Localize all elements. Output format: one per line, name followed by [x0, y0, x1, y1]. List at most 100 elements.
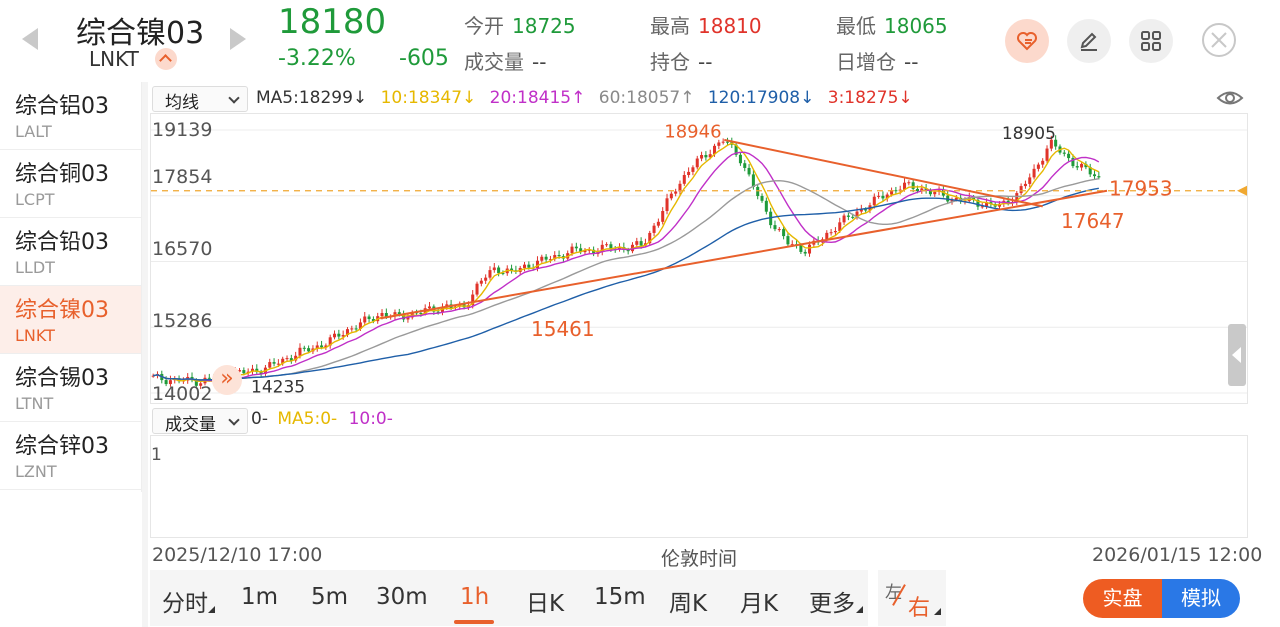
candle-body	[721, 141, 725, 143]
sidebar-item-ltnt[interactable]: 综合锡03 LTNT	[0, 354, 141, 422]
candle-body	[626, 249, 630, 252]
volume-select-label: 成交量	[165, 415, 216, 435]
trade-mode-toggle: 实盘 模拟	[1083, 579, 1240, 618]
tab-30m[interactable]: 30m	[376, 584, 428, 610]
last-price: 18180	[278, 2, 387, 42]
active-tab-indicator	[454, 620, 494, 624]
tab-more[interactable]: 更多	[809, 591, 855, 617]
candle-body	[501, 273, 505, 275]
candle-body	[535, 260, 539, 269]
candle-body	[743, 163, 747, 168]
prev-symbol-arrow-icon[interactable]	[22, 28, 38, 50]
candle-body	[855, 211, 859, 218]
price-label: 15461	[531, 317, 595, 341]
candle-body	[345, 329, 349, 336]
favorite-button[interactable]	[1005, 19, 1049, 63]
candle-body	[579, 248, 583, 253]
tab-5m[interactable]: 5m	[311, 584, 349, 610]
candle-body	[1080, 163, 1084, 168]
candle-body	[928, 190, 932, 195]
tab-daily[interactable]: 日K	[526, 591, 565, 617]
candle-body	[428, 306, 432, 309]
close-button[interactable]	[1200, 21, 1238, 59]
tab-1h[interactable]: 1h	[460, 584, 490, 610]
candle-body	[700, 155, 704, 159]
vol-value: 0-	[251, 409, 268, 429]
candle-body	[907, 182, 911, 184]
candle-body	[764, 200, 768, 212]
candle-body	[738, 154, 742, 164]
candle-body	[1093, 174, 1097, 177]
candle-body	[557, 255, 561, 257]
candle-body	[708, 154, 712, 158]
expand-up-icon[interactable]	[155, 48, 177, 70]
candle-body	[1075, 166, 1079, 168]
candle-body	[652, 225, 656, 233]
candle-body	[1088, 167, 1092, 175]
kline-chart[interactable]: 18946 18905 17953 17647 15461 14235	[150, 113, 1248, 404]
candle-body	[397, 312, 401, 315]
tab-monthly[interactable]: 月K	[740, 591, 779, 617]
candle-body	[695, 158, 699, 168]
position-value: --	[698, 50, 713, 74]
edit-button[interactable]	[1067, 19, 1111, 63]
indicator-bar: 均线 MA5:18299↓ 10:18347↓ 20:18415↑ 60:180…	[150, 83, 1250, 113]
candle-body	[333, 333, 337, 338]
sidebar-item-lldt[interactable]: 综合铅03 LLDT	[0, 218, 141, 286]
candle-body	[544, 256, 548, 260]
candle-body	[674, 191, 678, 194]
y-tick: 19139	[152, 119, 213, 141]
candle-body	[255, 368, 259, 372]
candle-body	[548, 259, 552, 261]
candle-body	[168, 380, 172, 385]
volume-select[interactable]: 成交量	[152, 408, 248, 435]
volume-values: 0- MA5:0- 10:0-	[251, 409, 393, 429]
candle-body	[864, 209, 868, 211]
candle-body	[510, 268, 514, 271]
collapse-handle-icon[interactable]	[1228, 324, 1246, 386]
candle-body	[380, 312, 384, 317]
indicator-select[interactable]: 均线	[152, 86, 248, 113]
period-toolbar	[150, 570, 868, 626]
ma20-line	[153, 151, 1100, 382]
tab-1m[interactable]: 1m	[241, 584, 279, 610]
symbol-title: 综合镍03	[76, 16, 205, 51]
volume-bar: 成交量 0- MA5:0- 10:0-	[150, 405, 1248, 435]
candle-body	[367, 316, 371, 320]
real-trade-button[interactable]: 实盘	[1083, 579, 1162, 618]
left-right-toggle[interactable]	[878, 570, 946, 626]
candle-body	[1097, 176, 1101, 178]
next-symbol-arrow-icon[interactable]	[230, 28, 246, 50]
indicator-select-label: 均线	[165, 93, 199, 113]
candle-body	[665, 198, 669, 212]
candle-body	[760, 196, 764, 201]
scroll-left-icon[interactable]: »	[212, 365, 242, 395]
candle-body	[479, 280, 483, 284]
sidebar-item-lnkt[interactable]: 综合镍03 LNKT	[0, 286, 141, 354]
resistance-trendline	[724, 138, 1043, 208]
candle-body	[704, 155, 708, 158]
kline-svg: 18946 18905 17953 17647 15461 14235	[151, 122, 1247, 398]
candle-body	[635, 241, 639, 245]
eye-icon[interactable]	[1216, 87, 1244, 109]
tab-timeshare[interactable]: 分时	[162, 591, 208, 617]
candle-body	[1062, 152, 1066, 154]
candle-body	[298, 347, 302, 356]
sidebar-item-lznt[interactable]: 综合锌03 LZNT	[0, 422, 141, 490]
edit-icon	[1080, 32, 1097, 51]
x-start-date: 2025/12/10 17:00	[152, 544, 323, 566]
sidebar-item-lcpt[interactable]: 综合铜03 LCPT	[0, 150, 141, 218]
open-value: 18725	[512, 14, 576, 38]
change-absolute: -605	[399, 46, 449, 71]
candle-body	[350, 328, 354, 330]
candle-body	[911, 182, 915, 189]
volume-chart[interactable]	[150, 435, 1248, 538]
sim-trade-button[interactable]: 模拟	[1162, 579, 1240, 618]
tab-weekly[interactable]: 周K	[669, 591, 708, 617]
sidebar-item-name: 综合镍03	[15, 298, 109, 323]
sidebar-item-lalt[interactable]: 综合铝03 LALT	[0, 82, 141, 150]
grid-button[interactable]	[1129, 19, 1173, 63]
ma10-value: 10:18347↓	[380, 88, 477, 108]
tab-15m[interactable]: 15m	[594, 584, 646, 610]
candle-body	[1019, 186, 1023, 194]
